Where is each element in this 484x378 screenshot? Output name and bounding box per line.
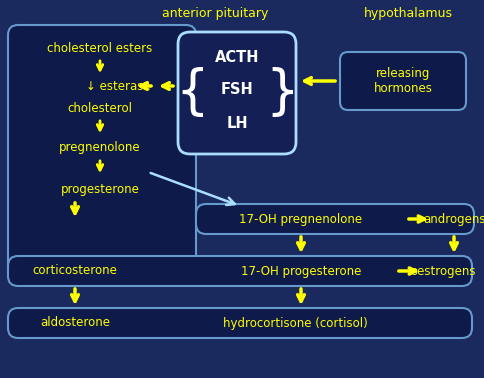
- Text: cholesterol esters: cholesterol esters: [47, 42, 152, 54]
- Text: {: {: [175, 67, 209, 119]
- Text: oestrogens: oestrogens: [410, 265, 476, 277]
- Text: ↓ esterase: ↓ esterase: [86, 79, 151, 93]
- FancyBboxPatch shape: [8, 308, 472, 338]
- Text: androgens: androgens: [423, 212, 484, 226]
- Text: hypothalamus: hypothalamus: [363, 8, 453, 20]
- Text: 17-OH pregnenolone: 17-OH pregnenolone: [240, 212, 363, 226]
- Text: 17-OH progesterone: 17-OH progesterone: [241, 265, 361, 277]
- FancyBboxPatch shape: [8, 25, 196, 283]
- FancyBboxPatch shape: [196, 204, 474, 234]
- Text: anterior pituitary: anterior pituitary: [162, 8, 268, 20]
- Text: FSH: FSH: [221, 82, 254, 98]
- Text: cholesterol: cholesterol: [67, 102, 133, 115]
- Text: releasing
hormones: releasing hormones: [374, 67, 432, 95]
- FancyBboxPatch shape: [8, 256, 472, 286]
- Text: corticosterone: corticosterone: [32, 265, 118, 277]
- Text: aldosterone: aldosterone: [40, 316, 110, 330]
- Text: pregnenolone: pregnenolone: [59, 141, 141, 155]
- Text: ACTH: ACTH: [215, 51, 259, 65]
- Text: }: }: [265, 67, 299, 119]
- FancyBboxPatch shape: [178, 32, 296, 154]
- Text: LH: LH: [226, 116, 248, 132]
- FancyBboxPatch shape: [340, 52, 466, 110]
- Text: progesterone: progesterone: [60, 183, 139, 197]
- Text: hydrocortisone (cortisol): hydrocortisone (cortisol): [223, 316, 367, 330]
